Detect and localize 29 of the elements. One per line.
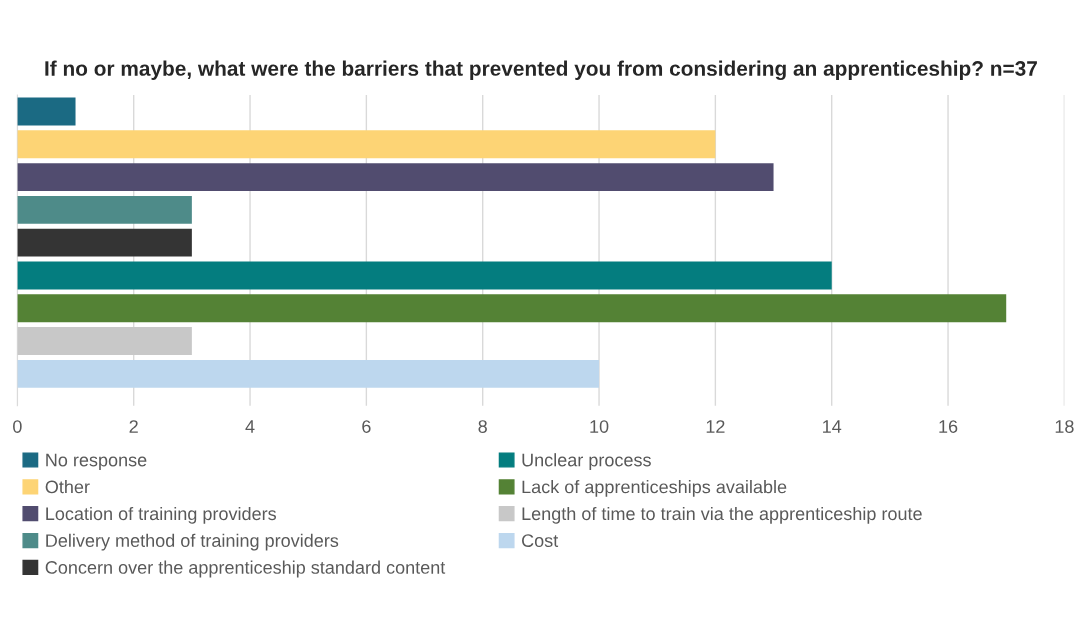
x-tick-label: 14 — [823, 420, 842, 433]
x-tick-label: 16 — [939, 420, 958, 433]
x-tick-label: 10 — [590, 420, 609, 433]
legend-label: Concern over the apprenticeship standard content — [45, 560, 446, 578]
legend-label: No response — [46, 453, 147, 470]
bar — [17, 294, 1007, 323]
bar — [17, 195, 192, 224]
bar — [17, 327, 192, 355]
bar — [17, 359, 600, 388]
x-tick-label: 8 — [478, 420, 487, 433]
x-tick-label: 0 — [13, 420, 22, 433]
chart-title: If no or maybe, what were the barriers that prevented you from considering an apprenticeship? n=37 — [45, 60, 1037, 81]
legend-label: Location of training providers — [46, 506, 276, 524]
bar — [17, 261, 832, 290]
x-tick-label: 2 — [129, 420, 138, 433]
bar — [17, 97, 76, 126]
bar — [17, 130, 716, 159]
x-tick-label: 4 — [245, 420, 255, 433]
legend-label: Lack of apprenticeships available — [522, 480, 787, 497]
legend-label: Delivery method of training providers — [46, 533, 339, 551]
bar — [17, 163, 774, 192]
bar — [17, 228, 192, 257]
legend-label: Length of time to train via the apprenticeship route — [522, 506, 922, 524]
x-tick-label: 12 — [706, 420, 725, 433]
legend-label: Other — [45, 480, 90, 494]
legend-label: Unclear process — [522, 453, 651, 470]
legend-label: Cost — [522, 534, 559, 548]
x-tick-label: 6 — [362, 420, 371, 433]
x-tick-label: 18 — [1055, 420, 1074, 433]
